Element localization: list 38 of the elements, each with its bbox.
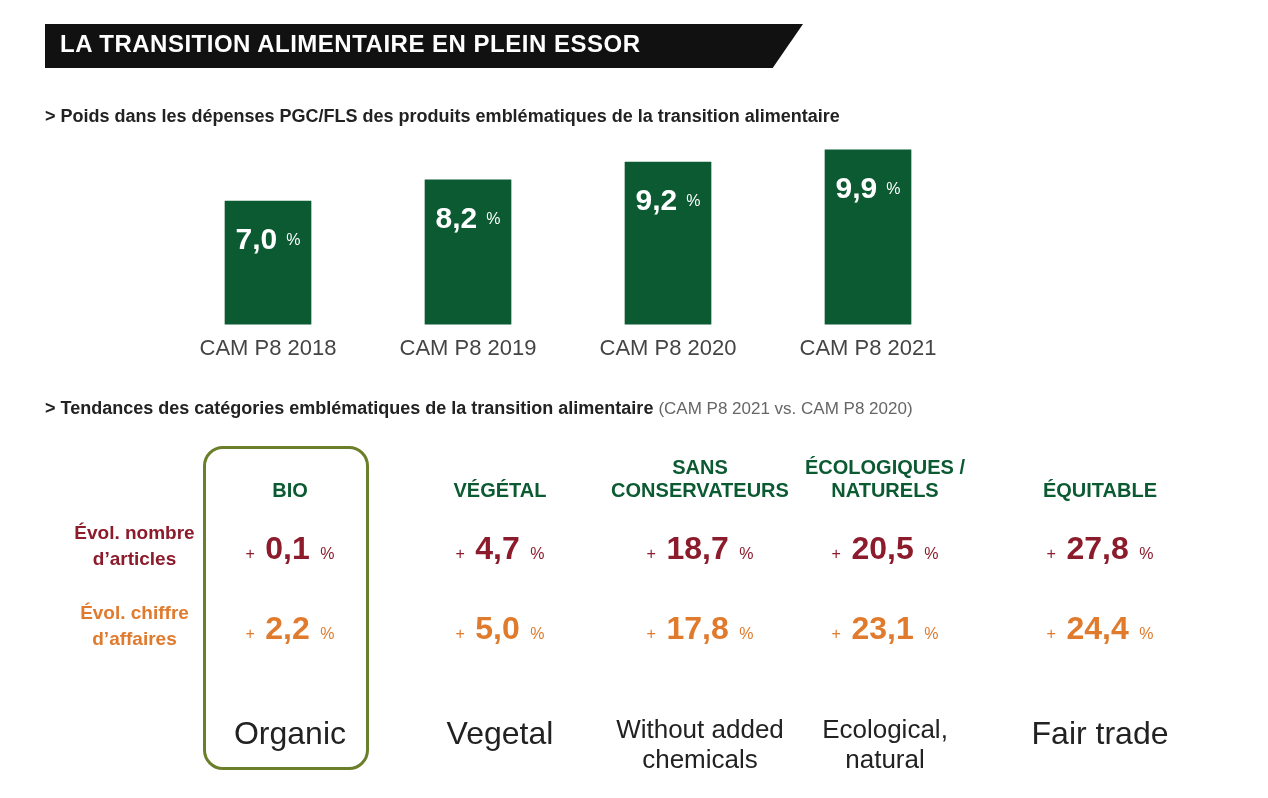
text: (CAM P8 2021 vs. CAM P8 2020)	[658, 399, 913, 418]
x-tick-label: CAM P8 2019	[399, 334, 537, 360]
text: Without added chemicals	[615, 714, 785, 774]
category-label: BIO	[271, 479, 309, 502]
data-label: + 5,0 %	[455, 610, 545, 646]
data-label: 8,2 %	[435, 200, 501, 234]
data-label: 9,2 %	[635, 183, 701, 217]
legend-label: Évol. nombre d’articles	[73, 521, 196, 571]
category-label: SANS CONSERVATEURS	[610, 456, 790, 502]
x-tick-label: CAM P8 2018	[199, 334, 337, 360]
chart-title: LA TRANSITION ALIMENTAIRE EN PLEIN ESSOR	[60, 30, 641, 58]
data-label: + 0,1 %	[245, 530, 335, 566]
data-label: + 17,8 %	[646, 610, 754, 646]
data-label: + 27,8 %	[1046, 530, 1154, 566]
data-label: + 20,5 %	[831, 530, 939, 566]
category-label: ÉQUITABLE	[1041, 479, 1159, 502]
bar	[824, 149, 912, 325]
data-label: + 4,7 %	[455, 530, 545, 566]
data-label: + 23,1 %	[831, 610, 939, 646]
bar	[224, 200, 312, 325]
category-label: ÉCOLOGIQUES / NATURELS	[804, 456, 966, 502]
bar	[624, 161, 712, 325]
text: Organic	[232, 715, 347, 751]
category-label: VÉGÉTAL	[452, 479, 548, 502]
text: Ecological, natural	[821, 714, 949, 774]
data-label: + 2,2 %	[245, 610, 335, 646]
x-tick-label: CAM P8 2020	[599, 334, 737, 360]
text: > Tendances des catégories emblématiques de la transition alimentaire	[45, 398, 654, 418]
chart-subtitle: > Poids dans les dépenses PGC/FLS des produits emblématiques de la transition alimentaire	[45, 106, 840, 127]
text: Vegetal	[445, 715, 555, 751]
data-label: + 18,7 %	[646, 530, 754, 566]
data-label: 9,9 %	[835, 170, 901, 204]
data-label: + 24,4 %	[1046, 610, 1154, 646]
text: Fair trade	[1030, 715, 1170, 751]
data-label: 7,0 %	[235, 221, 301, 255]
legend-label: Évol. chiffre d’affaires	[79, 601, 190, 651]
bar	[424, 179, 512, 325]
x-tick-label: CAM P8 2021	[799, 334, 937, 360]
